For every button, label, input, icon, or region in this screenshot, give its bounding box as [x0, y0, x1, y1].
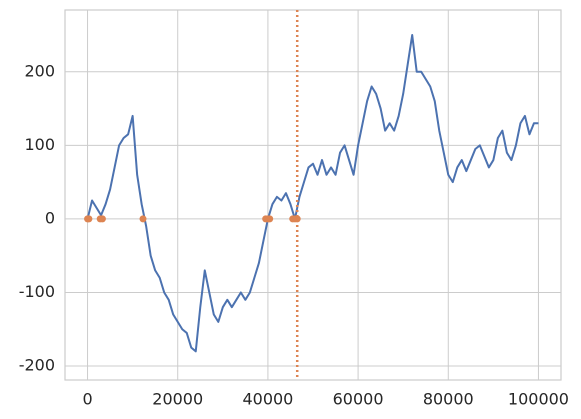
marker	[293, 215, 301, 223]
marker	[85, 215, 93, 223]
marker	[98, 215, 106, 223]
y-tick-label: -200	[19, 356, 55, 375]
line	[86, 34, 539, 353]
marker	[139, 215, 147, 223]
axes-frame	[64, 9, 562, 381]
marker	[266, 215, 274, 223]
y-tick-label: 100	[24, 135, 55, 154]
x-tick-label: 0	[82, 390, 92, 409]
x-tick-label: 60000	[333, 390, 384, 409]
x-tick-label: 20000	[152, 390, 203, 409]
x-tick-label: 80000	[423, 390, 474, 409]
x-tick-label: 40000	[242, 390, 293, 409]
y-tick-label: -100	[19, 282, 55, 301]
y-tick-label: 0	[45, 208, 55, 227]
y-tick-label: 200	[24, 61, 55, 80]
x-tick-label: 100000	[508, 390, 569, 409]
